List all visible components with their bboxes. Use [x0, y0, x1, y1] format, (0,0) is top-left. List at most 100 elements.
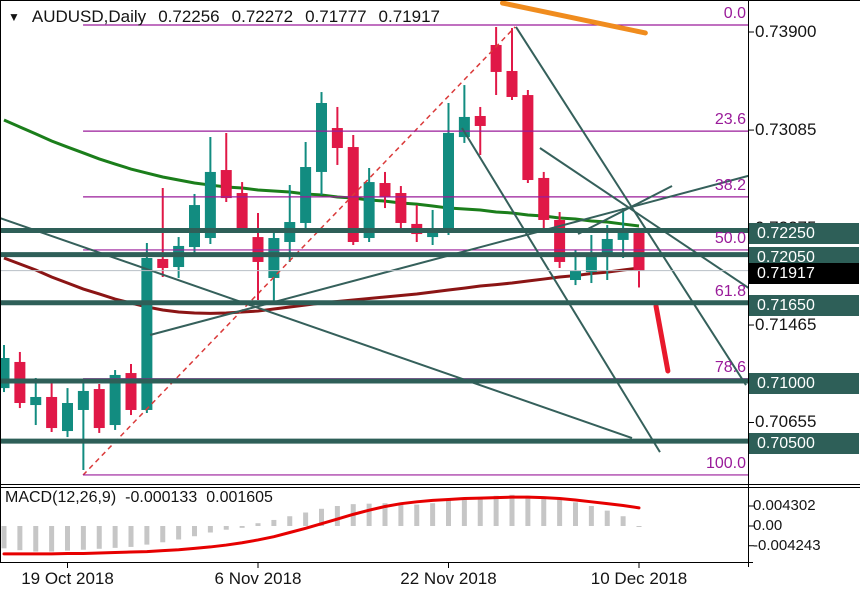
- macd-histogram-bar: [287, 516, 293, 526]
- macd-indicator-label: MACD(12,26,9): [5, 489, 117, 506]
- candle-bull: [458, 116, 470, 138]
- macd-histogram-bar: [303, 512, 309, 526]
- macd-histogram-bar: [414, 504, 420, 526]
- macd-histogram-bar: [17, 526, 23, 551]
- low-price-value: 0.71777: [305, 7, 367, 26]
- chevron-down-icon[interactable]: ▼: [8, 10, 20, 24]
- candle-bear: [236, 193, 248, 229]
- candle-bear: [220, 170, 232, 199]
- macd-histogram-bar: [255, 523, 261, 526]
- macd-histogram-bar: [509, 494, 515, 526]
- candle-bull: [601, 238, 613, 255]
- date-label: 6 Nov 2018: [214, 569, 302, 588]
- time-axis[interactable]: 19 Oct 2018 6 Nov 2018 22 Nov 2018 10 Dec 2…: [0, 563, 748, 600]
- fib-base-line: [82, 26, 516, 476]
- candle-bear: [474, 115, 486, 126]
- candle-bull: [109, 374, 121, 426]
- macd-histogram-bar: [525, 495, 531, 526]
- macd-histogram-bar: [477, 497, 483, 526]
- date-label: 22 Nov 2018: [400, 569, 497, 588]
- fib-label-61.8: 61.8: [714, 283, 746, 301]
- candle-bull: [189, 205, 200, 248]
- candle-bull: [77, 390, 89, 410]
- current-price-box: 0.71917: [749, 262, 859, 284]
- macd-histogram-bar: [461, 498, 467, 526]
- macd-histogram-bar: [366, 503, 372, 526]
- macd-histogram-bar: [604, 510, 610, 526]
- chart-legend: ▼ AUDUSD,Daily 0.72256 0.72272 0.71777 0…: [8, 7, 440, 27]
- candle-bull: [204, 171, 216, 239]
- macd-plot-layer: [1, 494, 642, 556]
- macd-histogram-bar: [319, 508, 324, 526]
- date-label: 19 Oct 2018: [21, 569, 114, 588]
- macd-histogram-bar: [271, 519, 277, 526]
- price-axis-label: 0.71465: [755, 315, 817, 335]
- candle-bull: [363, 182, 375, 239]
- macd-histogram-bar: [223, 526, 229, 530]
- macd-legend: MACD(12,26,9) -0.000133 0.001605: [5, 489, 273, 507]
- fib-label-23.6: 23.6: [714, 111, 746, 129]
- macd-histogram-bar: [176, 526, 182, 540]
- candle-bear: [554, 219, 566, 262]
- macd-histogram-bar: [620, 516, 626, 526]
- fib-label-38.2: 38.2: [714, 176, 746, 194]
- candle-bull: [0, 357, 10, 389]
- macd-histogram-bar: [588, 506, 594, 526]
- macd-histogram-bar: [446, 500, 451, 526]
- candle-bear: [125, 373, 137, 410]
- candle-bull: [30, 396, 42, 406]
- level-price-box: 0.72050: [749, 246, 859, 268]
- candle-bear: [506, 70, 518, 97]
- panel-divider[interactable]: [0, 482, 860, 489]
- macd-histogram-bar: [493, 495, 499, 526]
- level-price-box: 0.71650: [749, 294, 859, 316]
- candle-bear: [538, 177, 550, 220]
- price-axis-label: 0.73085: [755, 120, 817, 140]
- macd-histogram-bar: [192, 526, 197, 537]
- macd-histogram-bar: [398, 504, 404, 526]
- macd-histogram-bar: [112, 526, 118, 548]
- macd-axis-label: 0.004302: [753, 496, 816, 514]
- symbol-timeframe-label: AUDUSD,Daily: [31, 7, 147, 26]
- candle-bear: [395, 193, 407, 223]
- candle-bear: [379, 183, 391, 197]
- macd-histogram-bar: [33, 526, 39, 552]
- candle-bull: [617, 228, 629, 240]
- candle-bear: [46, 396, 58, 429]
- candle-bull: [570, 270, 581, 281]
- macd-main-value: -0.000133: [125, 489, 198, 506]
- close-price-value: 0.71917: [378, 7, 440, 26]
- candle-bull: [141, 257, 153, 410]
- macd-histogram-bar: [80, 526, 86, 550]
- candle-bull: [300, 167, 312, 223]
- red-trend-segment: [653, 303, 671, 374]
- macd-histogram-bar: [430, 503, 436, 526]
- macd-histogram-bar: [144, 526, 150, 545]
- macd-histogram-bar: [49, 526, 55, 552]
- fib-label-0.0: 0.0: [723, 5, 746, 23]
- candle-bull: [316, 102, 327, 172]
- candle-bull: [268, 238, 280, 278]
- macd-histogram-bar: [160, 526, 166, 543]
- candle-bull: [443, 132, 454, 232]
- open-price-value: 0.72256: [158, 7, 220, 26]
- date-label: 10 Dec 2018: [590, 569, 688, 588]
- fib-label-78.6: 78.6: [714, 358, 746, 376]
- price-axis[interactable]: 0.739000.730850.722750.714650.706550.722…: [749, 0, 860, 562]
- trendline: [577, 185, 673, 235]
- macd-histogram-bar: [541, 497, 547, 526]
- macd-histogram-bar: [239, 526, 245, 528]
- orange-trendline: [499, 0, 648, 36]
- macd-histogram-bar: [96, 526, 102, 549]
- price-axis-label: 0.73900: [755, 22, 817, 41]
- macd-histogram-bar: [128, 526, 134, 547]
- trendline: [461, 127, 661, 453]
- macd-histogram-bar: [557, 499, 563, 526]
- candle-bull: [62, 402, 73, 432]
- high-price-value: 0.72272: [231, 7, 294, 26]
- level-price-box: 0.72250: [749, 222, 859, 244]
- macd-histogram-bar: [65, 526, 70, 551]
- candle-bull: [585, 254, 597, 273]
